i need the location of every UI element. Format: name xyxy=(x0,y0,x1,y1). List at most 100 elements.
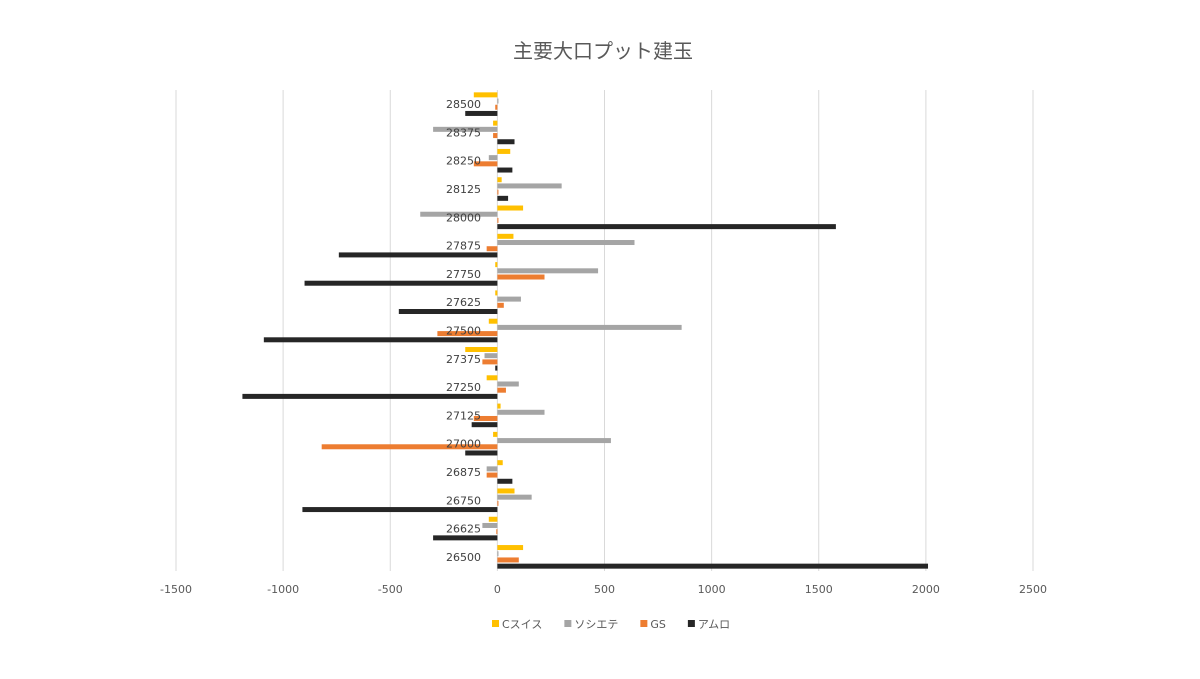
bar xyxy=(497,460,503,466)
bar xyxy=(497,195,509,201)
bar xyxy=(496,529,498,535)
category-label: 28500 xyxy=(446,98,481,111)
bar xyxy=(486,466,498,472)
bar xyxy=(497,183,562,189)
bar xyxy=(497,381,519,387)
bar xyxy=(497,403,501,409)
bar xyxy=(497,167,513,173)
bar xyxy=(497,217,499,223)
category-label: 28375 xyxy=(446,126,481,139)
bar xyxy=(497,551,499,557)
bar xyxy=(465,110,498,116)
bar xyxy=(304,280,498,286)
legend-swatch xyxy=(640,620,648,627)
bar xyxy=(433,535,498,541)
bar xyxy=(437,331,498,337)
bar xyxy=(497,240,635,246)
bar xyxy=(497,387,506,393)
bar xyxy=(495,104,498,110)
legend-item: GS xyxy=(640,618,666,631)
bar xyxy=(497,274,545,280)
bar xyxy=(497,478,513,484)
bar xyxy=(398,309,498,315)
bar xyxy=(482,359,498,365)
category-label: 28000 xyxy=(446,211,481,224)
bar xyxy=(263,337,498,343)
x-tick-label: 500 xyxy=(594,583,615,596)
bar xyxy=(473,161,498,167)
category-label: 27375 xyxy=(446,353,481,366)
x-axis-tick-labels: -1500 -1000 -500 0 500 1000 1500 2000 2500 xyxy=(160,583,1047,596)
bar xyxy=(497,148,511,154)
bar xyxy=(242,393,498,399)
bar xyxy=(497,563,929,569)
x-tick-label: -1500 xyxy=(160,583,192,596)
bar xyxy=(497,409,545,415)
category-label: 27250 xyxy=(446,381,481,394)
x-tick-label: 0 xyxy=(494,583,501,596)
x-tick-label: 1000 xyxy=(698,583,726,596)
bar xyxy=(338,252,498,258)
bar xyxy=(493,120,498,126)
legend-swatch xyxy=(564,620,572,627)
bar xyxy=(486,375,498,381)
bar xyxy=(484,353,498,359)
gridlines xyxy=(175,90,1034,571)
bar xyxy=(497,500,499,506)
bar xyxy=(465,450,498,456)
category-label: 28250 xyxy=(446,155,481,168)
bar xyxy=(497,494,532,500)
bar xyxy=(465,346,498,352)
bar xyxy=(497,545,524,551)
bar xyxy=(482,522,498,528)
x-tick-label: 2500 xyxy=(1019,583,1047,596)
bar xyxy=(495,262,498,268)
bar xyxy=(321,444,498,450)
bar xyxy=(302,507,498,513)
bar xyxy=(497,324,682,330)
bar xyxy=(433,126,498,132)
bar xyxy=(493,431,498,437)
x-tick-label: -1000 xyxy=(267,583,299,596)
category-label: 27000 xyxy=(446,438,481,451)
bar xyxy=(473,92,498,98)
x-tick-label: 1500 xyxy=(805,583,833,596)
category-label: 26625 xyxy=(446,523,481,536)
category-label: 27500 xyxy=(446,325,481,338)
legend-item: アムロ xyxy=(687,618,730,631)
category-label: 27125 xyxy=(446,409,481,422)
legend-item: Cスイス xyxy=(492,618,542,631)
legend-label: ソシエテ xyxy=(574,618,618,631)
bar xyxy=(473,415,498,421)
bar xyxy=(471,422,498,428)
chart-title: 主要大口プット建玉 xyxy=(513,39,693,63)
category-label: 28125 xyxy=(446,183,481,196)
bar xyxy=(495,365,498,371)
legend-label: Cスイス xyxy=(502,618,542,631)
category-labels: 28500 28375 28250 28125 28000 27875 27750 27625… xyxy=(446,98,481,564)
bar xyxy=(497,189,499,195)
legend-label: アムロ xyxy=(698,618,730,631)
bar xyxy=(497,233,514,239)
x-tick-label: 2000 xyxy=(912,583,940,596)
legend-item: ソシエテ xyxy=(564,618,618,631)
x-tick-label: -500 xyxy=(378,583,403,596)
legend-label: GS xyxy=(650,618,666,631)
category-label: 27875 xyxy=(446,240,481,253)
bar xyxy=(488,155,498,161)
bar xyxy=(488,318,498,324)
bar xyxy=(497,205,524,211)
legend-swatch xyxy=(492,620,499,627)
bar xyxy=(497,557,519,563)
bars xyxy=(242,92,929,569)
bar xyxy=(420,211,498,217)
bar xyxy=(497,268,599,274)
bar xyxy=(497,296,521,302)
bar xyxy=(493,133,498,139)
category-label: 26500 xyxy=(446,551,481,564)
bar xyxy=(497,438,611,444)
category-label: 26875 xyxy=(446,466,481,479)
category-label: 27625 xyxy=(446,296,481,309)
